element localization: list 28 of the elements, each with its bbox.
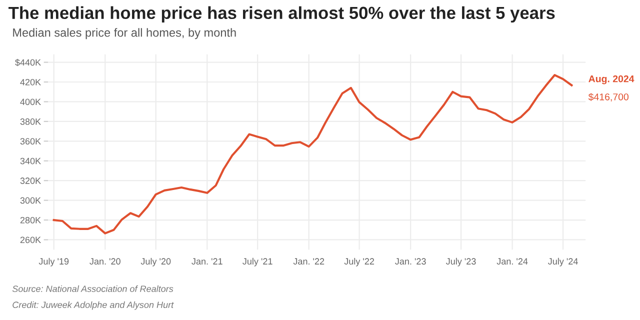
x-tick-label: July '23 xyxy=(446,258,476,266)
x-tick-label: Jan. '22 xyxy=(293,258,324,265)
y-tick-label: 340K xyxy=(20,158,41,164)
y-tick-label: 360K xyxy=(20,138,41,145)
annotation: $416,700 xyxy=(588,93,628,102)
y-tick-label: 260K xyxy=(20,236,41,244)
y-tick-label: 380K xyxy=(20,118,41,125)
line-series xyxy=(52,74,573,234)
y-tick-label: 420K xyxy=(20,78,41,86)
chart-subtitle: Median sales price for all homes, by month xyxy=(13,28,236,40)
y-tick-label: $440K xyxy=(15,58,41,66)
y-tick-label: 280K xyxy=(20,216,41,224)
annotation: Aug. 2024 xyxy=(588,75,634,84)
x-tick-label: Jan. '21 xyxy=(192,258,222,265)
x-tick-label: July '19 xyxy=(38,258,69,266)
text: Credit: Juweek Adolphe and Alyson Hurt xyxy=(12,301,174,310)
x-tick-label: July '24 xyxy=(548,258,578,266)
x-tick-label: July '22 xyxy=(344,258,374,266)
chart-title: The median home price has risen almost 50% over the last 5 years xyxy=(8,6,555,22)
x-tick-label: Jan. '23 xyxy=(395,258,426,265)
y-tick-label: 400K xyxy=(20,98,41,106)
source-note: Source: National Association of Realtors xyxy=(12,285,174,292)
y-tick-label: 300K xyxy=(20,197,41,204)
x-tick-label: Jan. '20 xyxy=(90,258,120,265)
y-tick-label: 320K xyxy=(20,178,41,184)
x-tick-label: July '20 xyxy=(140,258,171,266)
x-tick-label: Jan. '24 xyxy=(496,258,528,265)
x-tick-label: July '21 xyxy=(242,258,272,266)
